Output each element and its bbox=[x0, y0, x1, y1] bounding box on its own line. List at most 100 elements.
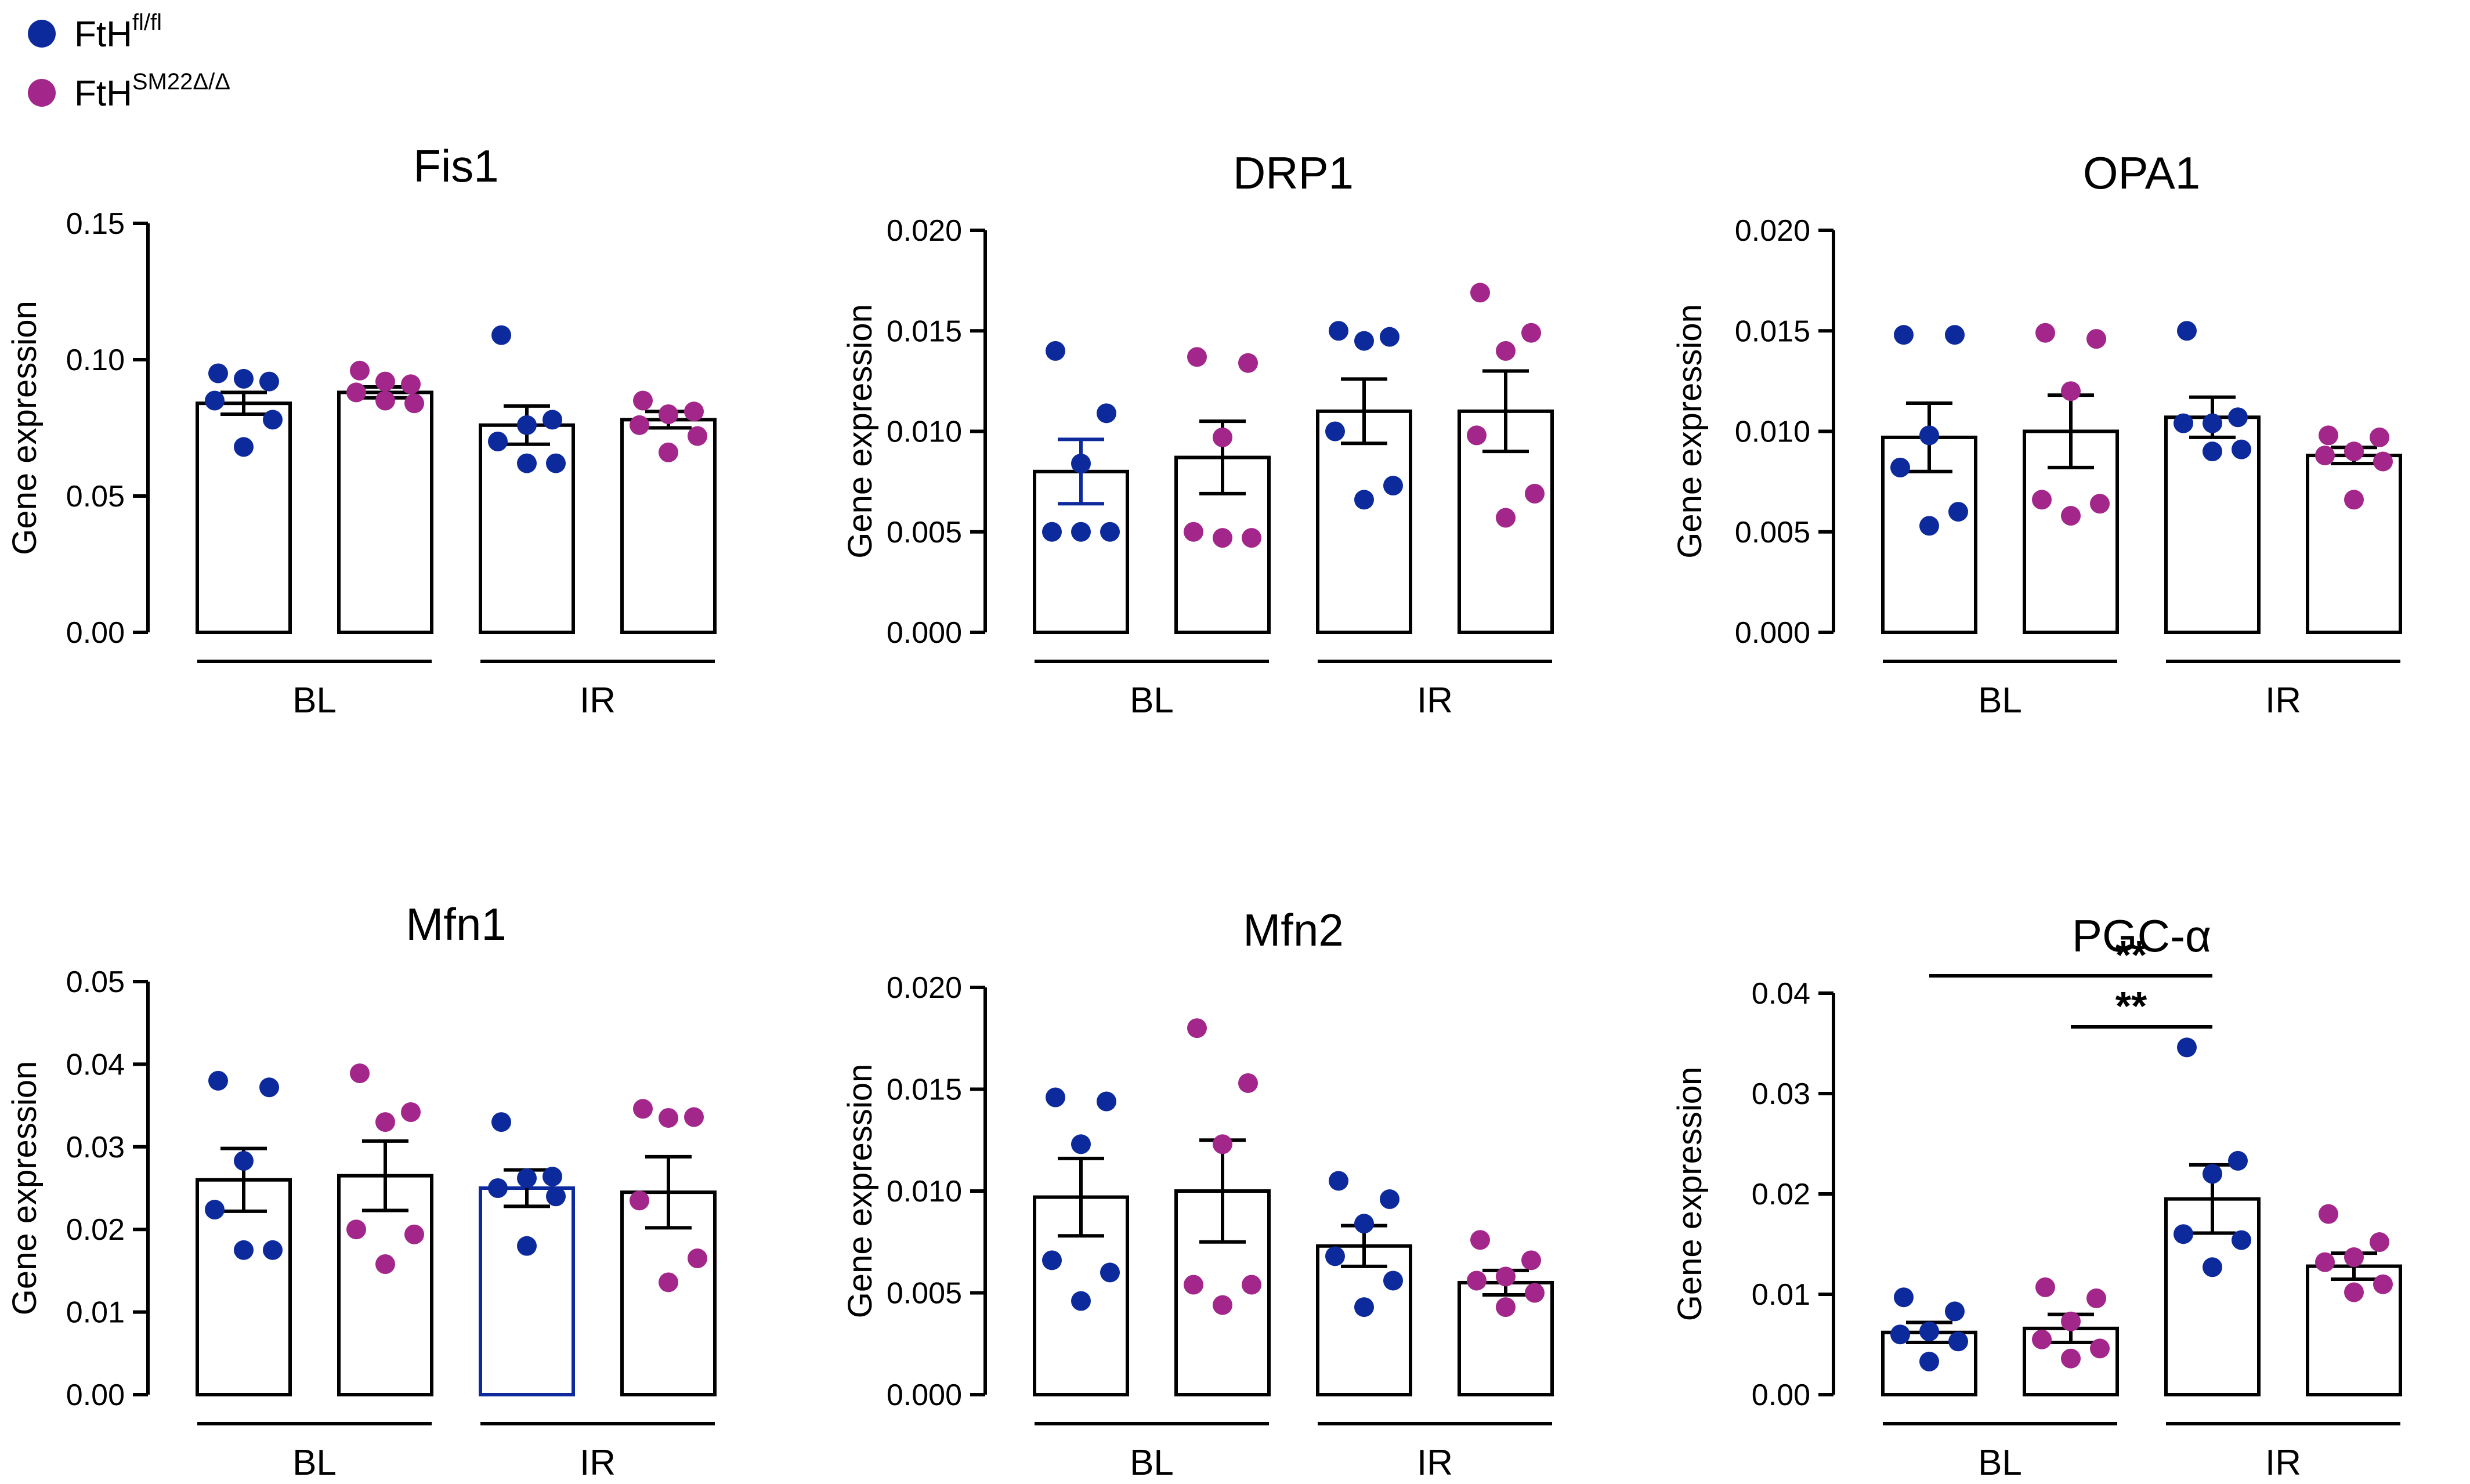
y-tick-label: 0.010 bbox=[887, 1175, 962, 1208]
data-point bbox=[659, 1272, 678, 1293]
group-label: BL bbox=[292, 1443, 337, 1483]
group-label: BL bbox=[292, 681, 337, 721]
data-point bbox=[2061, 1348, 2081, 1369]
panel-fis1: Fis1 Gene expression 0.00 0.05 0.10 0.15 BL IR bbox=[0, 122, 824, 754]
data-point bbox=[2373, 1274, 2393, 1294]
data-point bbox=[401, 374, 421, 394]
data-point bbox=[2344, 1247, 2364, 1267]
data-point bbox=[2061, 1311, 2081, 1331]
data-point bbox=[688, 1248, 707, 1269]
y-axis-label: Gene expression bbox=[1671, 1067, 1709, 1321]
y-tick-label: 0.015 bbox=[887, 314, 962, 348]
y-axis-label: Gene expression bbox=[841, 304, 879, 558]
y-tick-label: 0.04 bbox=[1752, 977, 1810, 1011]
chart-title: PGC-α bbox=[2072, 910, 2211, 961]
group-label: IR bbox=[1417, 681, 1453, 721]
data-point bbox=[350, 1063, 370, 1084]
group-label: BL bbox=[1978, 681, 2022, 721]
panel-pgc: PGC-α Gene expression 0.00 0.01 0.02 0.03 0.04… bbox=[1665, 835, 2466, 1484]
data-point bbox=[2032, 490, 2052, 510]
group-label: IR bbox=[2265, 1443, 2301, 1483]
y-tick-label: 0.005 bbox=[1735, 516, 1810, 549]
y-tick-label: 0.15 bbox=[66, 207, 125, 241]
data-point bbox=[2177, 1037, 2197, 1058]
group-label: IR bbox=[580, 681, 616, 721]
data-point bbox=[1071, 522, 1091, 542]
data-point bbox=[1496, 1266, 1516, 1287]
data-point bbox=[1945, 325, 1965, 345]
data-point bbox=[375, 1112, 395, 1132]
data-point bbox=[684, 401, 704, 422]
data-point bbox=[2203, 1257, 2222, 1277]
data-point bbox=[659, 404, 678, 424]
bar bbox=[2306, 454, 2402, 635]
legend-label-sm22: FtHSM22Δ/Δ bbox=[74, 69, 230, 114]
data-point bbox=[1329, 1171, 1348, 1191]
data-point bbox=[1470, 1230, 1490, 1250]
bar bbox=[337, 390, 433, 634]
data-point bbox=[2232, 439, 2251, 459]
data-point bbox=[350, 360, 370, 381]
data-point bbox=[2061, 506, 2081, 526]
data-point bbox=[2203, 1164, 2222, 1184]
y-tick-label: 0.05 bbox=[66, 480, 125, 513]
data-point bbox=[1242, 1275, 1261, 1295]
data-point bbox=[1919, 516, 1939, 536]
y-tick-label: 0.01 bbox=[66, 1296, 125, 1330]
data-point bbox=[1945, 1301, 1965, 1322]
data-point bbox=[517, 1236, 537, 1256]
panel-drp1: DRP1 Gene expression 0.000 0.005 0.010 0.015 0… bbox=[836, 122, 1659, 754]
data-point bbox=[1097, 403, 1116, 424]
y-axis-label: Gene expression bbox=[6, 1061, 44, 1315]
data-point bbox=[488, 1178, 508, 1198]
data-point bbox=[2035, 1277, 2055, 1297]
data-point bbox=[684, 1107, 704, 1127]
y-tick-label: 0.05 bbox=[66, 965, 125, 999]
data-point bbox=[1470, 283, 1490, 303]
data-point bbox=[1525, 1283, 1545, 1303]
data-point bbox=[2373, 451, 2393, 472]
data-point bbox=[2228, 407, 2248, 428]
data-point bbox=[1184, 522, 1203, 542]
data-point bbox=[2228, 1150, 2248, 1171]
y-tick-label: 0.020 bbox=[887, 214, 962, 248]
data-point bbox=[205, 1200, 225, 1220]
data-point bbox=[688, 426, 707, 446]
data-point bbox=[1046, 1087, 1065, 1107]
chart-drp1-svg: DRP1 Gene expression 0.000 0.005 0.010 0.015 0… bbox=[841, 147, 1554, 721]
data-point bbox=[1380, 1189, 1399, 1210]
chart-title: DRP1 bbox=[1233, 147, 1354, 198]
y-tick-label: 0.03 bbox=[1752, 1077, 1810, 1111]
bar bbox=[620, 418, 717, 635]
y-tick-label: 0.010 bbox=[1735, 415, 1810, 449]
bar bbox=[1316, 1244, 1412, 1397]
data-point bbox=[1071, 453, 1091, 473]
data-point bbox=[234, 1151, 254, 1171]
y-tick-label: 0.000 bbox=[887, 1378, 962, 1412]
data-point bbox=[2319, 425, 2338, 446]
y-tick-label: 0.03 bbox=[66, 1131, 125, 1164]
data-point bbox=[633, 1099, 653, 1119]
data-point bbox=[1948, 502, 1968, 522]
data-point bbox=[2090, 494, 2110, 514]
data-point bbox=[1071, 1134, 1091, 1154]
data-point bbox=[208, 1070, 228, 1091]
data-point bbox=[1894, 325, 1914, 345]
y-axis-label: Gene expression bbox=[841, 1064, 879, 1318]
y-tick-label: 0.020 bbox=[887, 971, 962, 1005]
data-point bbox=[1525, 483, 1545, 504]
data-point bbox=[2319, 1204, 2338, 1224]
data-point bbox=[2344, 1282, 2364, 1302]
chart-title: Fis1 bbox=[413, 140, 498, 191]
chart-fis1-svg: Fis1 Gene expression 0.00 0.05 0.10 0.15 BL IR bbox=[6, 140, 717, 721]
data-point bbox=[1354, 1297, 1374, 1317]
data-point bbox=[491, 1112, 511, 1132]
data-point bbox=[1100, 1262, 1120, 1283]
y-tick-label: 0.005 bbox=[887, 516, 962, 549]
y-tick-label: 0.02 bbox=[66, 1213, 125, 1247]
data-point bbox=[2086, 329, 2106, 349]
data-point bbox=[1184, 1275, 1203, 1295]
bar bbox=[337, 1174, 433, 1396]
chart-mfn1-svg: Mfn1 Gene expression 0.00 0.01 0.02 0.03 0.04 0… bbox=[6, 899, 717, 1483]
data-point bbox=[259, 371, 279, 392]
